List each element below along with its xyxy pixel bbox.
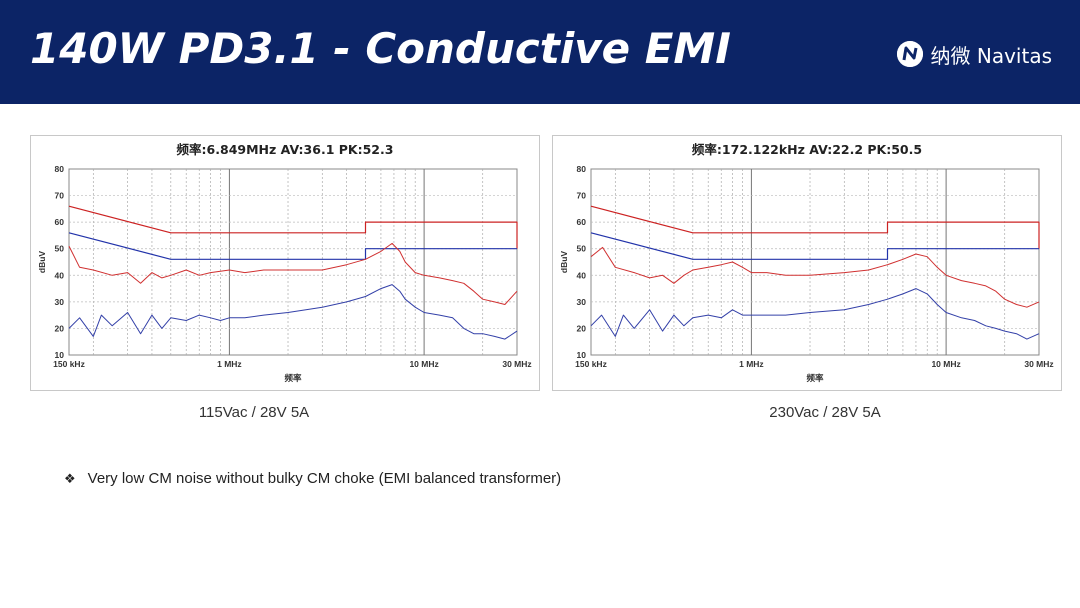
y-tick-label: 40	[55, 270, 65, 280]
x-tick-label: 150 kHz	[53, 359, 85, 369]
x-tick-label: 10 MHz	[931, 359, 960, 369]
x-tick-label: 1 MHz	[739, 359, 764, 369]
header-bar: 140W PD3.1 - Conductive EMI 纳微 Navitas	[0, 0, 1080, 104]
y-tick-label: 70	[577, 191, 587, 201]
limit-qp-line	[590, 205, 1040, 249]
y-tick-label: 10	[577, 350, 587, 360]
y-tick-label: 50	[577, 244, 587, 254]
slide-title: 140W PD3.1 - Conductive EMI	[30, 24, 731, 73]
diamond-bullet-icon: ❖	[64, 470, 76, 486]
plot-area	[68, 168, 518, 356]
logo-text: 纳微 Navitas	[930, 43, 1052, 68]
chart-title: 频率:6.849MHz AV:36.1 PK:52.3	[177, 142, 394, 157]
y-tick-label: 40	[577, 270, 587, 280]
plot-area	[590, 168, 1040, 356]
y-tick-label: 80	[577, 164, 587, 174]
bullet-point: ❖ Very low CM noise without bulky CM cho…	[64, 470, 561, 487]
y-tick-label: 10	[55, 350, 65, 360]
chart-caption-230vac: 230Vac / 28V 5A	[769, 404, 881, 421]
y-tick-label: 30	[55, 297, 65, 307]
x-tick-label: 150 kHz	[575, 359, 607, 369]
y-tick-label: 60	[55, 217, 65, 227]
chart-title: 频率:172.122kHz AV:22.2 PK:50.5	[692, 142, 922, 157]
trace-average-line	[68, 284, 518, 340]
limit-av-line	[590, 232, 1039, 260]
y-tick-label: 20	[55, 323, 65, 333]
y-tick-label: 60	[577, 217, 587, 227]
y-tick-label: 20	[577, 323, 587, 333]
bullet-text: Very low CM noise without bulky CM choke…	[87, 470, 562, 487]
y-tick-label: 70	[55, 191, 65, 201]
y-tick-label: 80	[55, 164, 65, 174]
x-tick-label: 10 MHz	[409, 359, 438, 369]
y-tick-label: 30	[577, 297, 587, 307]
y-axis-label: dBuV	[559, 251, 569, 274]
trace-peak-line	[590, 246, 1040, 308]
grid	[591, 169, 1039, 355]
navitas-logo-icon	[896, 41, 923, 67]
x-axis-label: 频率	[806, 373, 824, 383]
chart-caption-115vac: 115Vac / 28V 5A	[198, 404, 310, 421]
y-axis-label: dBuV	[37, 251, 47, 274]
emi-chart-230vac: 频率:172.122kHz AV:22.2 PK:50.5 80 70 60 50 40 3…	[552, 135, 1062, 391]
emi-chart-115vac: 频率:6.849MHz AV:36.1 PK:52.3 80 70 60 50 40 30 2…	[30, 135, 540, 391]
x-axis-label: 频率	[284, 373, 302, 383]
y-tick-label: 50	[55, 244, 65, 254]
grid	[69, 169, 517, 355]
trace-average-line	[590, 288, 1040, 340]
trace-peak-line	[68, 242, 518, 305]
logo: 纳微 Navitas	[896, 38, 1052, 70]
limit-qp-line	[68, 205, 518, 249]
x-tick-label: 30 MHz	[1024, 359, 1053, 369]
x-tick-label: 30 MHz	[502, 359, 531, 369]
x-tick-label: 1 MHz	[217, 359, 242, 369]
